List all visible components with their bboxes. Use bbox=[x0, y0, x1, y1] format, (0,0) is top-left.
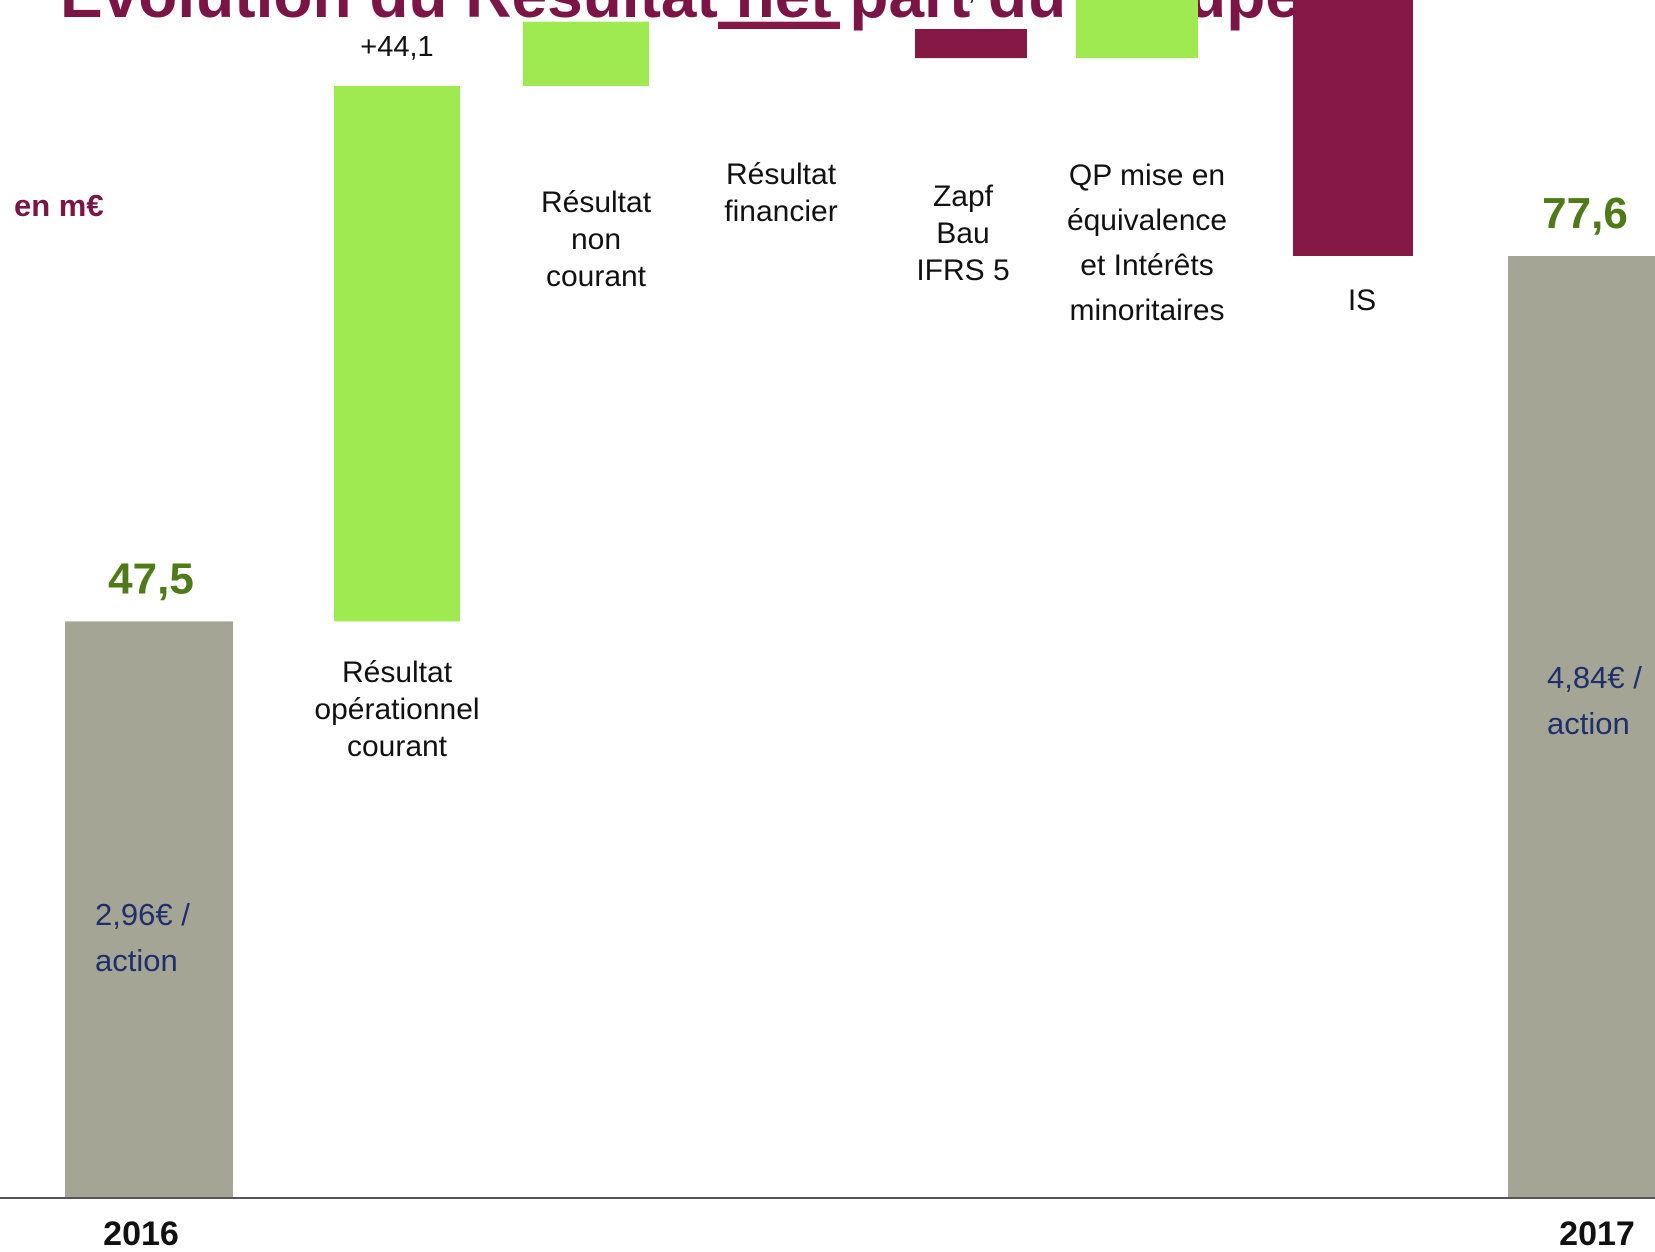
category-label: minoritaires bbox=[1069, 294, 1224, 327]
bar-delta-2 bbox=[523, 21, 649, 87]
category-label: opérationnel bbox=[314, 693, 479, 726]
category-label: financier bbox=[724, 195, 837, 228]
bar-delta-1 bbox=[334, 86, 460, 622]
category-label: Résultat bbox=[541, 186, 652, 219]
category-label: équivalence bbox=[1067, 204, 1227, 237]
category-label: 2017 bbox=[1559, 1215, 1635, 1252]
per-share-label: 2,96€ / bbox=[95, 897, 190, 932]
category-label: et Intérêts bbox=[1080, 249, 1213, 282]
unit-label: en m€ bbox=[14, 188, 104, 223]
per-share-label: action bbox=[1547, 706, 1630, 741]
bar-delta-6 bbox=[1293, 0, 1413, 256]
category-label: courant bbox=[546, 260, 647, 293]
delta-value-label: -2,4 bbox=[942, 0, 992, 6]
total-value-label: 77,6 bbox=[1542, 189, 1628, 238]
category-label: Zapf bbox=[933, 180, 994, 213]
per-share-label: 4,84€ / bbox=[1547, 660, 1642, 695]
bar-delta-5 bbox=[1076, 0, 1198, 59]
per-share-label: action bbox=[95, 943, 178, 978]
category-label: IFRS 5 bbox=[916, 254, 1009, 287]
category-label: IS bbox=[1348, 284, 1376, 317]
bar-total-0 bbox=[65, 621, 233, 1198]
delta-value-label: +44,1 bbox=[360, 31, 433, 63]
bar-total-7 bbox=[1508, 256, 1655, 1198]
category-label: 2016 bbox=[103, 1215, 179, 1252]
category-label: Bau bbox=[936, 217, 989, 250]
bar-delta-4 bbox=[915, 28, 1027, 59]
bar-delta-3 bbox=[718, 21, 840, 29]
total-value-label: 47,5 bbox=[108, 554, 194, 603]
category-label: Résultat bbox=[726, 158, 837, 191]
category-label: courant bbox=[347, 730, 448, 763]
category-label: Résultat bbox=[342, 656, 453, 689]
category-label: QP mise en bbox=[1069, 159, 1225, 192]
category-label: non bbox=[571, 223, 621, 256]
